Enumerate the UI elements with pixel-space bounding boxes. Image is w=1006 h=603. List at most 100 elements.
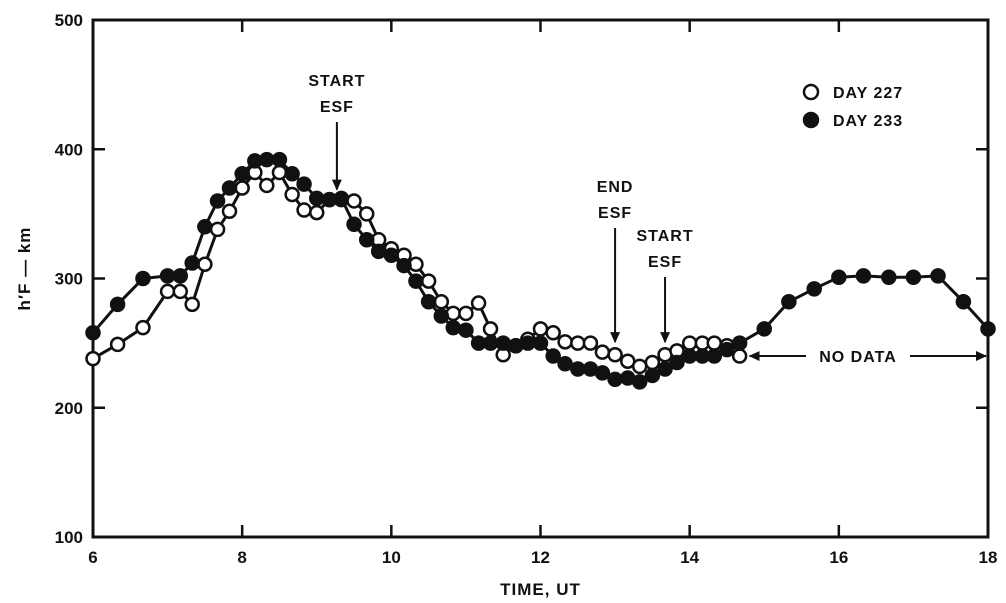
data-point-series-2	[159, 268, 176, 284]
data-point-series-1	[135, 319, 151, 336]
data-point-series-1	[85, 350, 101, 367]
data-point-series-2	[370, 243, 387, 260]
data-point-series-1	[706, 335, 723, 351]
data-point-series-2	[271, 151, 288, 168]
data-point-series-2	[309, 190, 325, 207]
data-point-series-1	[731, 348, 748, 364]
data-point-series-2	[570, 361, 586, 377]
data-point-series-2	[495, 335, 511, 351]
series-points	[85, 151, 996, 390]
data-point-series-1	[296, 202, 312, 218]
data-point-series-1	[545, 325, 561, 341]
data-point-series-2	[234, 166, 250, 182]
data-point-series-1	[631, 358, 648, 375]
data-point-series-2	[669, 354, 685, 371]
x-tick-label: 16	[829, 548, 848, 567]
legend-marker	[802, 83, 820, 101]
data-point-series-2	[284, 166, 300, 182]
legend: DAY 227 DAY 233	[802, 83, 903, 130]
data-point-series-2	[358, 231, 375, 248]
data-point-series-2	[756, 321, 772, 337]
data-point-series-2	[184, 255, 200, 271]
y-axis-title: h′F — km	[15, 227, 34, 311]
data-point-series-2	[482, 335, 499, 351]
data-point-series-2	[781, 294, 797, 310]
data-point-series-2	[706, 348, 723, 364]
data-point-series-1	[346, 193, 362, 209]
data-point-series-2	[209, 193, 226, 209]
x-tick-label: 8	[237, 548, 246, 567]
data-point-series-1	[197, 256, 213, 273]
data-point-series-2	[657, 361, 673, 377]
annotation-label: ESF	[648, 254, 682, 271]
annotation-label: ESF	[320, 99, 354, 116]
data-point-series-2	[955, 294, 972, 310]
data-point-series-2	[545, 348, 561, 364]
data-point-series-2	[594, 365, 611, 381]
data-point-series-2	[259, 151, 275, 168]
data-point-series-2	[881, 269, 897, 285]
data-point-series-1	[570, 335, 586, 351]
data-point-series-1	[271, 164, 288, 181]
data-point-series-2	[806, 281, 822, 297]
data-point-series-1	[209, 221, 226, 238]
data-point-series-2	[644, 367, 661, 384]
x-tick-label: 14	[680, 548, 699, 567]
data-point-series-2	[930, 268, 946, 284]
data-point-series-2	[855, 268, 872, 284]
x-tick-label: 10	[382, 548, 401, 567]
data-point-series-2	[221, 180, 238, 196]
legend-label: DAY 233	[833, 113, 903, 130]
x-tick-label: 6	[88, 548, 97, 567]
data-point-series-2	[681, 348, 698, 364]
data-point-series-1	[470, 295, 487, 311]
data-point-series-1	[234, 180, 250, 196]
data-point-series-1	[594, 344, 611, 360]
data-point-series-2	[396, 257, 412, 274]
data-point-series-1	[259, 177, 275, 194]
data-point-series-1	[284, 186, 300, 203]
data-point-series-2	[135, 270, 151, 287]
data-point-series-2	[85, 325, 101, 341]
data-point-series-1	[557, 334, 573, 350]
data-point-series-2	[383, 247, 400, 263]
data-point-series-1	[184, 296, 200, 313]
data-point-series-2	[980, 321, 996, 337]
annotation-label: END	[597, 179, 634, 196]
data-point-series-2	[433, 308, 450, 324]
x-tick-label: 18	[979, 548, 998, 567]
data-point-series-1	[482, 321, 499, 337]
legend-marker	[802, 111, 820, 129]
data-point-series-1	[681, 335, 698, 351]
annotation-label: START	[308, 73, 365, 90]
data-point-series-2	[719, 341, 735, 358]
no-data-label: NO DATA	[819, 349, 897, 366]
y-tick-label: 300	[55, 270, 83, 289]
data-point-series-2	[296, 176, 312, 192]
data-point-series-2	[831, 269, 847, 285]
data-point-series-1	[607, 347, 623, 363]
data-point-series-1	[458, 305, 474, 322]
data-point-series-1	[109, 336, 126, 353]
data-point-series-1	[532, 321, 549, 337]
data-point-series-2	[607, 371, 623, 388]
data-point-series-2	[458, 322, 474, 338]
data-point-series-2	[731, 335, 748, 351]
annotation-label: ESF	[598, 205, 632, 222]
data-point-series-2	[631, 374, 648, 390]
data-point-series-2	[557, 356, 573, 372]
data-point-series-1	[309, 204, 325, 221]
data-point-series-2	[333, 190, 350, 207]
data-point-series-2	[109, 296, 126, 313]
data-point-series-2	[905, 269, 922, 285]
annotation-label: START	[636, 228, 693, 245]
data-point-series-2	[408, 273, 424, 289]
legend-label: DAY 227	[833, 85, 903, 102]
y-tick-label: 500	[55, 11, 83, 30]
data-point-series-2	[520, 335, 536, 351]
axes: 6 8 10 12 14 16 18 100 200 300 400 500	[55, 11, 998, 567]
data-point-series-2	[420, 294, 437, 310]
data-point-series-2	[346, 216, 362, 232]
